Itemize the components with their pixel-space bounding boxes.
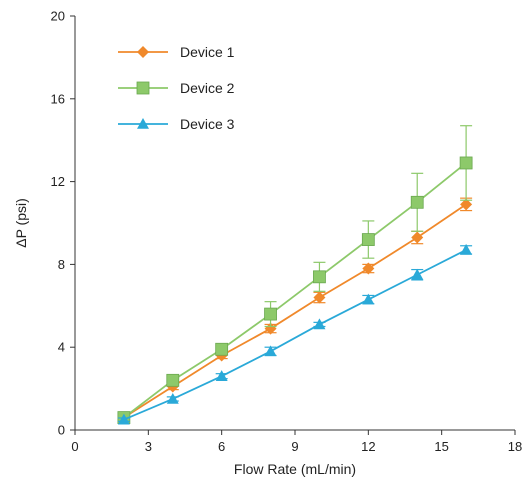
series-device-3 bbox=[117, 243, 473, 425]
data-point bbox=[264, 322, 277, 335]
data-point bbox=[361, 233, 375, 246]
legend-label: Device 2 bbox=[180, 80, 235, 96]
data-point bbox=[459, 156, 473, 170]
legend-entry: Device 3 bbox=[118, 116, 235, 132]
data-point bbox=[460, 243, 473, 255]
legend-label: Device 3 bbox=[180, 116, 235, 132]
x-tick-label: 6 bbox=[218, 439, 225, 454]
data-point bbox=[411, 268, 424, 280]
data-point bbox=[264, 345, 277, 357]
data-point bbox=[410, 195, 424, 209]
legend-entry: Device 1 bbox=[118, 44, 235, 60]
data-point bbox=[215, 370, 228, 381]
legend-entry: Device 2 bbox=[118, 80, 235, 96]
x-tick-label: 9 bbox=[291, 439, 298, 454]
y-tick-label: 16 bbox=[51, 91, 65, 106]
x-tick-label: 12 bbox=[361, 439, 375, 454]
y-tick-label: 4 bbox=[58, 340, 65, 355]
legend-label: Device 1 bbox=[180, 44, 235, 60]
y-tick-label: 0 bbox=[58, 423, 65, 438]
y-tick-label: 8 bbox=[58, 257, 65, 272]
series-line bbox=[123, 203, 467, 419]
series-line bbox=[123, 162, 467, 419]
legend-marker bbox=[137, 118, 149, 129]
y-axis-title: ΔP (psi) bbox=[13, 198, 29, 248]
axes: 0 3 6 9 12 15 18 0 4 8 12 16 20 bbox=[51, 9, 523, 455]
data-point bbox=[166, 373, 180, 387]
x-tick-label: 15 bbox=[434, 439, 448, 454]
x-tick-label: 18 bbox=[508, 439, 522, 454]
data-point bbox=[215, 342, 229, 356]
series-layer bbox=[117, 125, 473, 425]
legend-marker bbox=[136, 81, 150, 95]
legend-marker bbox=[137, 46, 149, 58]
data-point bbox=[313, 270, 326, 284]
series-device-2 bbox=[117, 125, 473, 424]
y-tick-label: 12 bbox=[51, 174, 65, 189]
data-point bbox=[117, 413, 130, 425]
x-tick-label: 3 bbox=[145, 439, 152, 454]
data-point bbox=[166, 392, 179, 404]
data-point bbox=[362, 262, 375, 275]
data-point bbox=[362, 293, 375, 305]
data-point bbox=[411, 231, 424, 244]
data-point bbox=[313, 318, 326, 330]
x-tick-label: 0 bbox=[71, 439, 78, 454]
legend: Device 1 Device 2 Device 3 bbox=[118, 44, 235, 132]
series-line bbox=[123, 249, 467, 421]
data-point bbox=[460, 198, 473, 211]
y-tick-label: 20 bbox=[51, 9, 65, 24]
data-point bbox=[313, 291, 326, 304]
data-point bbox=[264, 307, 277, 321]
x-axis-title: Flow Rate (mL/min) bbox=[234, 461, 356, 477]
series-device-1 bbox=[117, 197, 473, 424]
